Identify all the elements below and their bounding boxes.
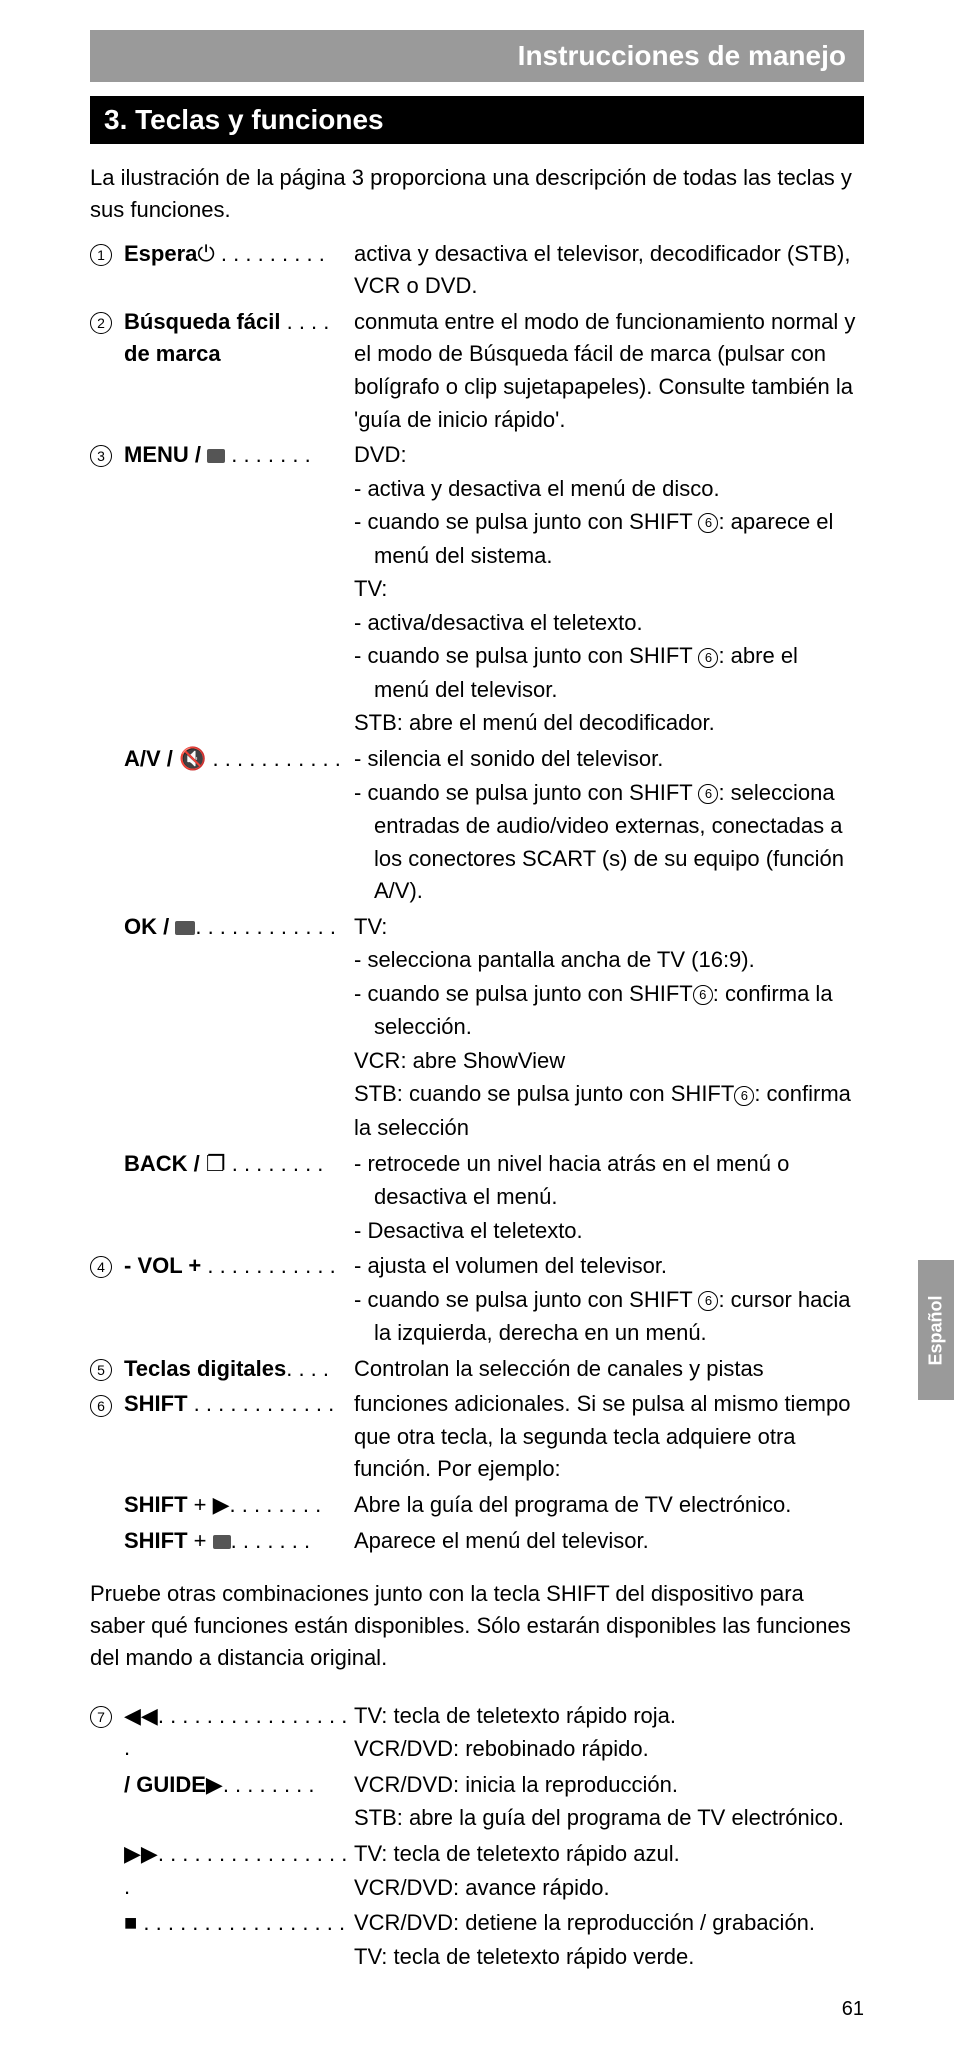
item-number: 6 bbox=[90, 1388, 124, 1487]
item-label: BACK / ❐ . . . . . . . . bbox=[124, 1148, 354, 1249]
item-label: ■ . . . . . . . . . . . . . . . . . bbox=[124, 1907, 354, 1974]
page-number: 61 bbox=[90, 1998, 864, 2021]
item-description: Abre la guía del programa de TV electrón… bbox=[354, 1489, 864, 1523]
list-item: 4- VOL + . . . . . . . . . . .- ajusta e… bbox=[90, 1250, 864, 1351]
item-description: VCR/DVD: inicia la reproducción.STB: abr… bbox=[354, 1769, 864, 1836]
item-label: / GUIDE▶. . . . . . . . bbox=[124, 1769, 354, 1836]
item-description: VCR/DVD: detiene la reproducción / graba… bbox=[354, 1907, 864, 1974]
list-item: 1Espera⏻ . . . . . . . . .activa y desac… bbox=[90, 238, 864, 304]
item-description: - ajusta el volumen del televisor.- cuan… bbox=[354, 1250, 864, 1351]
item-number bbox=[90, 743, 124, 909]
list-item: BACK / ❐ . . . . . . . .- retrocede un n… bbox=[90, 1148, 864, 1249]
item-label: OK / . . . . . . . . . . . . bbox=[124, 911, 354, 1146]
item-label: SHIFT . . . . . . . . . . . . bbox=[124, 1388, 354, 1487]
list-item: 6SHIFT . . . . . . . . . . . .funciones … bbox=[90, 1388, 864, 1487]
item-number: 3 bbox=[90, 439, 124, 741]
menu-icon bbox=[213, 1535, 231, 1549]
list-item: ■ . . . . . . . . . . . . . . . . .VCR/D… bbox=[90, 1907, 864, 1974]
ref-circle: 6 bbox=[698, 1291, 718, 1311]
list-item: 7◀◀. . . . . . . . . . . . . . . . .TV: … bbox=[90, 1700, 864, 1767]
item-label: ▶▶. . . . . . . . . . . . . . . . . bbox=[124, 1838, 354, 1905]
ref-circle: 6 bbox=[693, 985, 713, 1005]
item-number: 5 bbox=[90, 1353, 124, 1387]
key-function-list-2: 7◀◀. . . . . . . . . . . . . . . . .TV: … bbox=[90, 1700, 864, 1974]
item-label: SHIFT + ▶. . . . . . . . bbox=[124, 1489, 354, 1523]
item-description: TV:- selecciona pantalla ancha de TV (16… bbox=[354, 911, 864, 1146]
intro-text: La ilustración de la página 3 proporcion… bbox=[90, 162, 864, 226]
item-description: Aparece el menú del televisor. bbox=[354, 1525, 864, 1559]
item-description: - retrocede un nivel hacia atrás en el m… bbox=[354, 1148, 864, 1249]
header-bar: Instrucciones de manejo bbox=[90, 30, 864, 82]
item-description: activa y desactiva el televisor, decodif… bbox=[354, 238, 864, 304]
ref-circle: 6 bbox=[734, 1086, 754, 1106]
item-label: SHIFT + . . . . . . . bbox=[124, 1525, 354, 1559]
language-tab: Español bbox=[918, 1260, 954, 1400]
list-item: OK / . . . . . . . . . . . .TV:- selecci… bbox=[90, 911, 864, 1146]
item-description: funciones adicionales. Si se pulsa al mi… bbox=[354, 1388, 864, 1487]
ref-circle: 6 bbox=[698, 513, 718, 533]
item-label: ◀◀. . . . . . . . . . . . . . . . . bbox=[124, 1700, 354, 1767]
item-number bbox=[90, 1148, 124, 1249]
list-item: ▶▶. . . . . . . . . . . . . . . . .TV: t… bbox=[90, 1838, 864, 1905]
item-number: 1 bbox=[90, 238, 124, 304]
item-number: 2 bbox=[90, 306, 124, 437]
item-number bbox=[90, 911, 124, 1146]
item-label: MENU / . . . . . . . bbox=[124, 439, 354, 741]
list-item: A/V / 🔇 . . . . . . . . . . .- silencia … bbox=[90, 743, 864, 909]
item-description: DVD:- activa y desactiva el menú de disc… bbox=[354, 439, 864, 741]
item-description: TV: tecla de teletexto rápido azul.VCR/D… bbox=[354, 1838, 864, 1905]
item-number bbox=[90, 1838, 124, 1905]
item-label: Búsqueda fácil . . . .de marca bbox=[124, 306, 354, 437]
page: Instrucciones de manejo 3. Teclas y func… bbox=[0, 0, 954, 2051]
key-function-list: 1Espera⏻ . . . . . . . . .activa y desac… bbox=[90, 238, 864, 1558]
list-item: SHIFT + . . . . . . .Aparece el menú del… bbox=[90, 1525, 864, 1559]
section-title: 3. Teclas y funciones bbox=[90, 96, 864, 144]
item-description: - silencia el sonido del televisor.- cua… bbox=[354, 743, 864, 909]
list-item: 5Teclas digitales. . . .Controlan la sel… bbox=[90, 1353, 864, 1387]
item-label: A/V / 🔇 . . . . . . . . . . . bbox=[124, 743, 354, 909]
item-description: conmuta entre el modo de funcionamiento … bbox=[354, 306, 864, 437]
widescreen-icon bbox=[175, 921, 195, 935]
ref-circle: 6 bbox=[698, 648, 718, 668]
menu-icon bbox=[207, 449, 225, 463]
item-label: - VOL + . . . . . . . . . . . bbox=[124, 1250, 354, 1351]
item-label: Teclas digitales. . . . bbox=[124, 1353, 354, 1387]
item-number: 4 bbox=[90, 1250, 124, 1351]
item-number bbox=[90, 1525, 124, 1559]
item-description: TV: tecla de teletexto rápido roja.VCR/D… bbox=[354, 1700, 864, 1767]
item-number: 7 bbox=[90, 1700, 124, 1767]
item-description: Controlan la selección de canales y pist… bbox=[354, 1353, 864, 1387]
list-item: / GUIDE▶. . . . . . . .VCR/DVD: inicia l… bbox=[90, 1769, 864, 1836]
item-number bbox=[90, 1769, 124, 1836]
list-item: 2Búsqueda fácil . . . .de marcaconmuta e… bbox=[90, 306, 864, 437]
ref-circle: 6 bbox=[698, 784, 718, 804]
list-item: 3MENU / . . . . . . .DVD:- activa y desa… bbox=[90, 439, 864, 741]
list-item: SHIFT + ▶. . . . . . . .Abre la guía del… bbox=[90, 1489, 864, 1523]
item-number bbox=[90, 1489, 124, 1523]
item-label: Espera⏻ . . . . . . . . . bbox=[124, 238, 354, 304]
shift-note: Pruebe otras combinaciones junto con la … bbox=[90, 1578, 864, 1674]
item-number bbox=[90, 1907, 124, 1974]
